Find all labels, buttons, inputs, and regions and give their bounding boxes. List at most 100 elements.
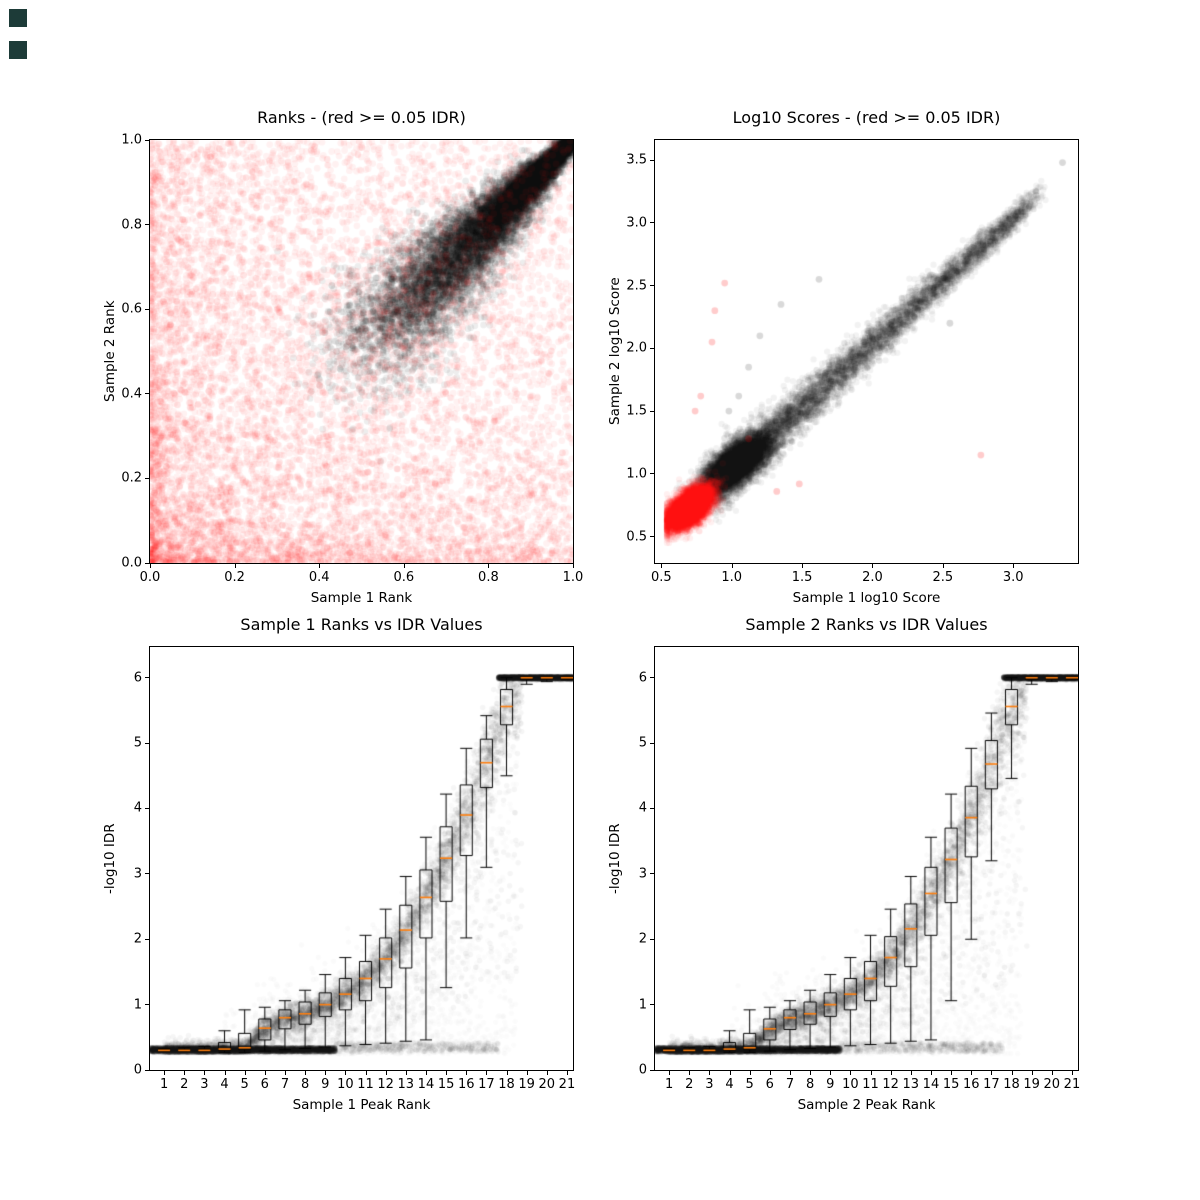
x-tick-label: 1 xyxy=(664,1077,674,1092)
y-tick-label: 3 xyxy=(638,866,647,882)
y-tick-mark xyxy=(145,393,149,395)
y-tick-label: 0.6 xyxy=(121,301,142,317)
x-tick-mark xyxy=(930,1071,932,1075)
x-tick-mark xyxy=(769,1071,771,1075)
x-tick-label: 13 xyxy=(397,1077,415,1092)
x-tick-mark xyxy=(689,1071,691,1075)
x-tick-label: 20 xyxy=(538,1077,556,1092)
y-tick-mark xyxy=(145,224,149,226)
x-tick-label: 1.0 xyxy=(721,570,743,585)
y-tick-label: 6 xyxy=(638,670,647,686)
x-tick-mark xyxy=(506,1071,508,1075)
y-tick-mark xyxy=(650,285,654,287)
x-tick-mark xyxy=(403,564,405,568)
x-tick-mark xyxy=(319,564,321,568)
x-tick-label: 16 xyxy=(457,1077,475,1092)
y-tick-mark xyxy=(650,473,654,475)
x-tick-mark xyxy=(872,564,874,568)
x-tick-label: 7 xyxy=(280,1077,290,1092)
x-tick-mark xyxy=(526,1071,528,1075)
y-tick-mark xyxy=(145,677,149,679)
y-tick-label: 0.2 xyxy=(121,470,142,486)
y-tick-label: 0.5 xyxy=(626,529,647,545)
y-tick-label: 3.0 xyxy=(626,215,647,231)
y-tick-label: 3 xyxy=(133,866,142,882)
x-tick-label: 19 xyxy=(1023,1077,1040,1092)
y-tick-label: 1 xyxy=(638,997,647,1013)
x-tick-mark xyxy=(942,564,944,568)
x-tick-label: 9 xyxy=(826,1077,835,1092)
x-tick-mark xyxy=(224,1071,226,1075)
x-tick-label: 17 xyxy=(478,1077,495,1092)
x-tick-label: 0.5 xyxy=(650,570,672,585)
x-tick-label: 5 xyxy=(745,1077,754,1092)
x-tick-label: 13 xyxy=(902,1077,920,1092)
y-tick-label: 5 xyxy=(638,735,647,751)
x-tick-label: 11 xyxy=(862,1077,879,1092)
y-tick-label: 5 xyxy=(133,735,142,751)
y-tick-mark xyxy=(145,1004,149,1006)
plot-area xyxy=(149,646,574,1071)
y-tick-mark xyxy=(145,938,149,940)
screen-corner-artifact xyxy=(9,9,27,27)
x-tick-mark xyxy=(385,1071,387,1075)
x-tick-mark xyxy=(425,1071,427,1075)
x-tick-label: 14 xyxy=(417,1077,435,1092)
x-tick-label: 20 xyxy=(1043,1077,1061,1092)
x-tick-mark xyxy=(305,1071,307,1075)
sample2-idr-canvas xyxy=(655,647,1078,1070)
y-tick-mark xyxy=(650,1069,654,1071)
x-tick-mark xyxy=(1013,564,1015,568)
x-tick-mark xyxy=(244,1071,246,1075)
x-tick-label: 3 xyxy=(200,1077,209,1092)
x-tick-mark xyxy=(345,1071,347,1075)
x-tick-label: 14 xyxy=(922,1077,940,1092)
x-tick-label: 5 xyxy=(240,1077,249,1092)
x-axis-label: Sample 1 log10 Score xyxy=(792,590,941,606)
x-tick-label: 9 xyxy=(321,1077,330,1092)
x-tick-mark xyxy=(850,1071,852,1075)
x-tick-label: 21 xyxy=(1063,1077,1081,1092)
y-tick-label: 0 xyxy=(133,1062,142,1078)
x-tick-label: 21 xyxy=(558,1077,576,1092)
y-tick-mark xyxy=(145,1069,149,1071)
x-tick-mark xyxy=(951,1071,953,1075)
x-tick-mark xyxy=(870,1071,872,1075)
x-tick-mark xyxy=(466,1071,468,1075)
x-tick-mark xyxy=(789,1071,791,1075)
x-tick-mark xyxy=(1051,1071,1053,1075)
y-tick-label: 1.0 xyxy=(626,466,647,482)
x-tick-mark xyxy=(1011,1071,1013,1075)
x-tick-label: 18 xyxy=(498,1077,515,1092)
subplot-sample2-idr: Sample 2 Ranks vs IDR Values -log10 IDR … xyxy=(607,615,1080,1113)
y-tick-mark xyxy=(650,159,654,161)
x-axis-label: Sample 2 Peak Rank xyxy=(797,1097,936,1113)
x-tick-mark xyxy=(566,1071,568,1075)
y-tick-label: 0 xyxy=(638,1062,647,1078)
x-tick-mark xyxy=(1071,1071,1073,1075)
y-tick-label: 3.5 xyxy=(626,152,647,168)
y-tick-label: 0.0 xyxy=(121,555,142,571)
x-tick-label: 10 xyxy=(337,1077,354,1092)
x-tick-mark xyxy=(749,1071,751,1075)
y-tick-mark xyxy=(650,222,654,224)
x-tick-mark xyxy=(546,1071,548,1075)
x-tick-label: 0.8 xyxy=(478,570,499,585)
x-tick-label: 10 xyxy=(842,1077,859,1092)
y-tick-mark xyxy=(145,139,149,141)
y-tick-label: 1.0 xyxy=(121,132,142,148)
y-tick-label: 1.5 xyxy=(626,403,647,419)
x-tick-label: 3.0 xyxy=(1002,570,1024,585)
y-tick-mark xyxy=(650,1004,654,1006)
x-tick-label: 18 xyxy=(1003,1077,1020,1092)
x-tick-mark xyxy=(890,1071,892,1075)
y-tick-mark xyxy=(145,562,149,564)
x-tick-label: 17 xyxy=(983,1077,1000,1092)
x-tick-mark xyxy=(573,564,574,568)
y-tick-mark xyxy=(650,677,654,679)
x-tick-label: 6 xyxy=(765,1077,774,1092)
x-tick-label: 19 xyxy=(518,1077,535,1092)
x-tick-mark xyxy=(164,1071,166,1075)
x-tick-label: 8 xyxy=(300,1077,310,1092)
x-tick-mark xyxy=(284,1071,286,1075)
